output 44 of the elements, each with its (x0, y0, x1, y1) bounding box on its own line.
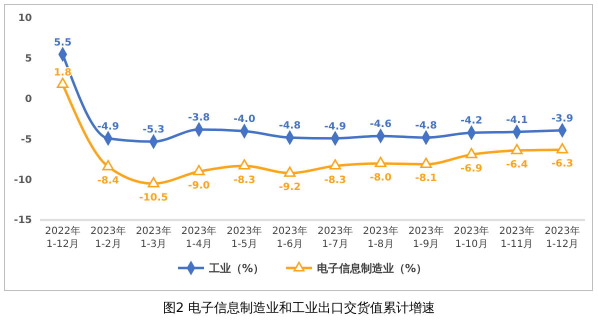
data-label: -4.1 (506, 114, 528, 126)
data-label: -6.4 (506, 160, 528, 171)
data-label: -5.3 (142, 124, 165, 136)
y-tick-label: 5 (25, 54, 32, 65)
x-tick-label: 2023年 1-12月 (544, 225, 580, 250)
data-label: -6.3 (551, 158, 574, 170)
legend-label: 工业（%） (208, 262, 264, 275)
data-label: -3.9 (551, 113, 574, 124)
y-tick-label: -5 (20, 134, 32, 146)
text: 图2 电子信息制造业和工业出口交货值累计增速 (162, 300, 436, 316)
data-label: -6.9 (460, 164, 482, 175)
x-tick-label: 2023年 1-8月 (362, 225, 398, 250)
x-tick-label: 2023年 1-6月 (272, 225, 308, 250)
data-label: -4.9 (324, 121, 346, 132)
x-tick-label: 2022年 1-12月 (44, 225, 80, 250)
y-tick-label: 0 (25, 94, 32, 105)
x-tick-label: 2023年 1-11月 (499, 225, 535, 250)
data-label: -4.8 (415, 120, 438, 132)
data-label: -4.2 (460, 116, 482, 127)
data-label: -8.3 (324, 174, 346, 186)
data-label: -9.0 (188, 180, 210, 192)
data-label: -8.4 (97, 176, 120, 187)
x-tick-label: 2023年 1-2月 (90, 225, 126, 250)
data-label: -3.8 (188, 112, 210, 124)
y-tick-label: -10 (14, 174, 32, 186)
x-tick-label: 2023年 1-4月 (181, 225, 217, 250)
data-label: -10.5 (139, 192, 168, 204)
data-label: -4.8 (278, 120, 301, 132)
data-label: -4.0 (233, 114, 256, 126)
x-tick-label: 2023年 1-7月 (317, 225, 353, 250)
y-tick-label: -15 (14, 215, 32, 226)
data-label: -4.6 (370, 118, 392, 130)
x-tick-label: 2023年 1-9月 (408, 225, 444, 250)
y-tick-label: 10 (18, 13, 32, 24)
legend-label: 电子信息制造业（%） (317, 262, 428, 275)
data-label: -8.1 (415, 173, 438, 184)
x-tick-label: 2023年 1-10月 (454, 225, 490, 250)
x-tick-label: 2023年 1-5月 (226, 225, 262, 250)
data-label: -9.2 (278, 182, 301, 194)
data-label: -4.9 (97, 121, 120, 132)
data-label: -8.0 (370, 172, 392, 184)
data-label: 5.5 (54, 37, 72, 48)
x-tick-label: 2023年 1-3月 (136, 225, 172, 250)
data-label: -8.3 (233, 174, 256, 186)
